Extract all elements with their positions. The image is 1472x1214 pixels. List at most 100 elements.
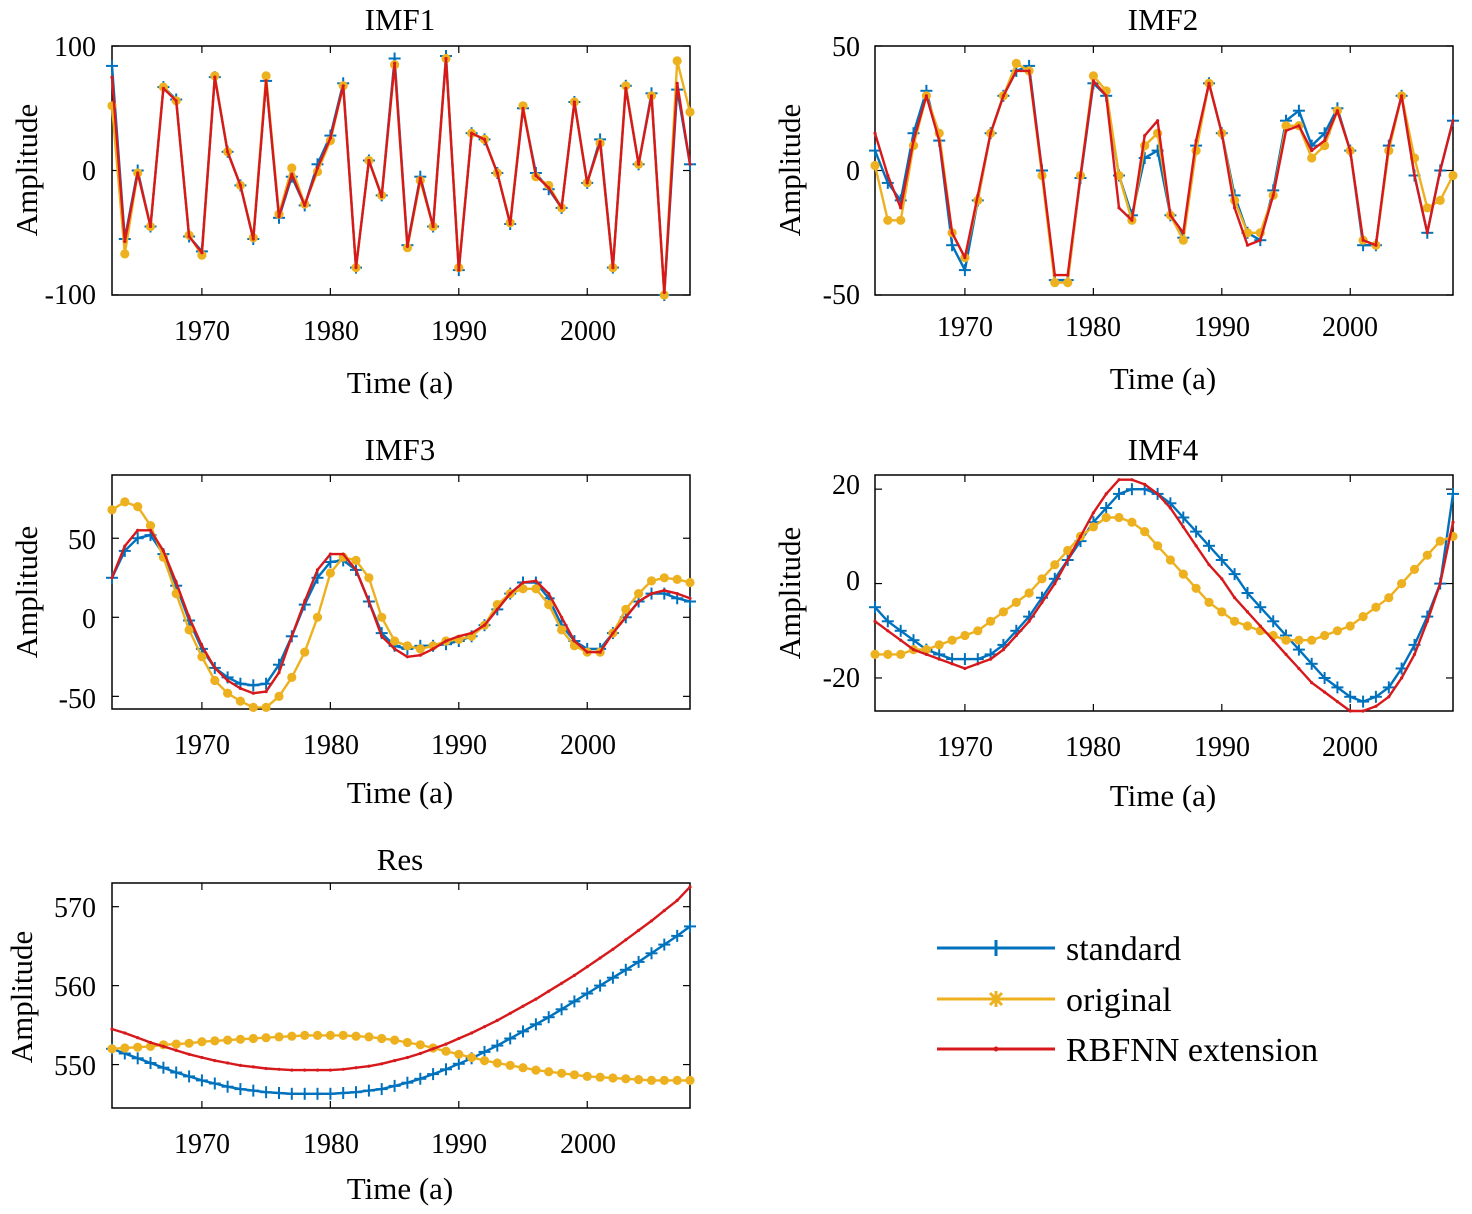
ytick-label: 0 [82,604,96,635]
data-point [315,166,320,170]
data-point [328,1068,332,1072]
data-point [405,1055,409,1060]
data-point [873,131,877,135]
data-point [303,599,307,604]
xtick-label: 1980 [303,1129,359,1160]
xtick-label: 1990 [431,730,487,761]
data-point [1053,273,1057,277]
data-point [251,237,255,241]
xtick-label-group: 1970 1980 1990 2000 [174,730,616,761]
data-point [684,920,696,933]
ytick-label: 50 [68,525,96,556]
ytick-label: 50 [832,32,860,63]
data-point [1451,119,1455,123]
data-point [1245,243,1250,247]
data-point [341,84,345,88]
data-point [1435,536,1445,546]
data-point [1194,139,1198,143]
data-point [1371,602,1381,612]
data-point [1053,582,1057,586]
data-point [557,1068,567,1078]
data-point [431,224,435,229]
data-point [337,1087,350,1099]
series-original [870,512,1458,660]
data-point [899,638,903,642]
data-point [1345,621,1355,631]
data-point [131,1052,144,1065]
data-point [529,1018,542,1031]
ytick-label: 100 [54,32,96,63]
data-point [354,266,358,270]
data-point [989,657,993,661]
panel-imf1: IMF1 100 0 -100 1970 1980 1990 2000 Time… [9,2,696,400]
data-point [1323,139,1327,143]
data-point [594,979,607,992]
data-point [1091,79,1095,83]
data-point [200,1055,204,1060]
data-point [518,101,528,111]
data-point [1011,597,1021,608]
data-point [136,1036,140,1040]
data-point [1292,643,1305,656]
data-point [557,625,567,635]
data-point [123,544,127,548]
data-point [924,94,929,98]
xtick-label-group: 1970 1980 1990 2000 [174,1129,616,1160]
data-point [136,528,140,532]
data-point [482,137,487,141]
data-point [354,1066,358,1070]
data-point [300,647,310,657]
data-point [986,616,996,626]
data-point [431,647,435,651]
data-point [649,592,654,596]
data-point [238,1063,242,1067]
data-point [324,1087,337,1100]
data-point [582,1071,592,1081]
chart-title: IMF3 [365,432,436,467]
data-point [1297,666,1301,671]
data-point [298,1087,311,1100]
data-point [534,997,538,1001]
data-point [273,1087,285,1099]
data-point [870,649,880,660]
data-point [1361,238,1365,242]
data-point [1191,583,1201,593]
plot-area [874,474,1454,712]
data-point [976,662,980,666]
data-point [354,568,358,572]
ytick-label: -100 [45,280,96,311]
legend-label: RBFNN extension [1066,1032,1318,1069]
data-point [1230,616,1240,626]
data-point [1271,638,1275,642]
data-point [1204,597,1214,608]
data-point [1130,218,1134,222]
plot-area [111,882,691,1109]
data-point [544,1067,554,1077]
data-point [170,1066,183,1079]
data-point [457,1036,461,1041]
data-point [495,171,499,175]
data-point [572,639,577,643]
data-point [226,150,230,154]
data-point [184,1038,194,1048]
data-point [338,1030,348,1040]
chart-title: IMF1 [365,2,436,37]
data-point [894,624,907,637]
data-point [261,71,271,81]
data-point [210,1036,220,1046]
data-point [1233,206,1237,210]
xtick-label: 2000 [560,730,616,761]
data-point [1397,579,1407,589]
chart-title: Res [377,842,424,877]
data-point [1335,700,1339,704]
data-point [238,183,242,187]
data-point [598,956,602,960]
data-point [1258,238,1262,242]
grid-layer [875,475,1453,711]
xtick-label: 2000 [1322,312,1378,343]
data-point [418,1051,422,1056]
data-point [1156,119,1160,123]
data-point [505,1060,515,1070]
data-point [873,619,877,623]
data-point [1271,193,1275,197]
